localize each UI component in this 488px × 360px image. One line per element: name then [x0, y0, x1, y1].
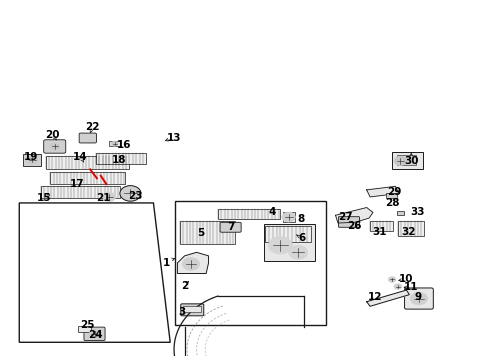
Text: 9: 9: [413, 292, 421, 302]
FancyBboxPatch shape: [84, 327, 105, 341]
Text: 23: 23: [128, 191, 142, 201]
Text: 29: 29: [386, 187, 400, 197]
Circle shape: [111, 141, 118, 146]
Text: 15: 15: [37, 193, 51, 203]
Bar: [391, 153, 423, 170]
Bar: [396, 154, 415, 165]
Circle shape: [268, 237, 292, 254]
Text: 25: 25: [80, 320, 94, 330]
Text: 12: 12: [367, 292, 381, 302]
Text: 11: 11: [403, 282, 418, 292]
Text: 2: 2: [181, 281, 188, 291]
Bar: [183, 306, 201, 312]
Text: 27: 27: [337, 212, 352, 222]
Circle shape: [120, 186, 141, 201]
FancyBboxPatch shape: [181, 304, 203, 316]
Text: 19: 19: [24, 152, 39, 162]
Text: 3: 3: [178, 307, 185, 317]
Text: 14: 14: [73, 152, 88, 162]
Bar: [396, 211, 403, 215]
Circle shape: [50, 143, 60, 150]
Circle shape: [409, 292, 427, 305]
Circle shape: [182, 258, 199, 270]
Polygon shape: [177, 252, 208, 274]
FancyBboxPatch shape: [338, 217, 359, 227]
Text: 30: 30: [403, 156, 418, 166]
Text: 22: 22: [85, 122, 99, 132]
Text: 8: 8: [297, 214, 304, 224]
Text: 4: 4: [268, 207, 275, 217]
Bar: [264, 226, 310, 242]
Text: 20: 20: [45, 130, 60, 140]
FancyBboxPatch shape: [79, 133, 96, 143]
Bar: [263, 224, 315, 261]
Bar: [50, 171, 124, 184]
Bar: [45, 156, 129, 170]
Circle shape: [89, 330, 100, 338]
Text: 10: 10: [398, 274, 413, 284]
Bar: [218, 209, 280, 219]
Text: 1: 1: [163, 258, 170, 268]
Circle shape: [281, 212, 295, 222]
Polygon shape: [366, 186, 398, 197]
FancyBboxPatch shape: [220, 222, 241, 232]
Bar: [386, 193, 396, 198]
Text: 28: 28: [384, 198, 399, 208]
Circle shape: [387, 277, 395, 282]
Text: 17: 17: [69, 179, 84, 189]
Text: 33: 33: [410, 207, 425, 217]
Text: 16: 16: [116, 140, 131, 150]
FancyBboxPatch shape: [404, 288, 432, 309]
Text: 18: 18: [111, 154, 126, 165]
Bar: [369, 221, 392, 231]
Bar: [23, 153, 41, 166]
Circle shape: [393, 284, 401, 289]
Text: 31: 31: [372, 227, 386, 237]
Bar: [180, 221, 234, 243]
Text: 26: 26: [347, 221, 361, 231]
Bar: [397, 221, 423, 236]
Circle shape: [26, 156, 38, 164]
Polygon shape: [335, 207, 372, 223]
Bar: [41, 186, 120, 198]
FancyBboxPatch shape: [43, 140, 65, 153]
Circle shape: [393, 156, 406, 166]
Text: 5: 5: [196, 228, 203, 238]
Text: 24: 24: [87, 329, 102, 339]
Text: 6: 6: [298, 233, 305, 243]
Text: 32: 32: [400, 227, 415, 237]
Bar: [96, 153, 146, 164]
Text: 7: 7: [227, 221, 234, 231]
Bar: [282, 212, 294, 222]
Bar: [175, 201, 325, 325]
Circle shape: [288, 245, 307, 259]
Bar: [109, 141, 120, 147]
Bar: [78, 326, 91, 332]
Polygon shape: [366, 290, 408, 306]
Text: 13: 13: [166, 133, 181, 143]
Text: 21: 21: [96, 193, 110, 203]
Circle shape: [103, 192, 115, 202]
